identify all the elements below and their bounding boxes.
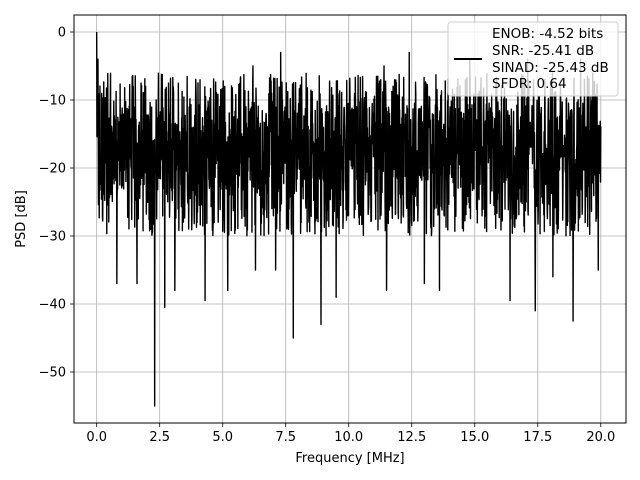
axis-ticks: 0.0 2.5 5.0 7.5 10.0 12.5 15.0 17.5 20.0 0 −10 −20 −… [39,26,616,446]
legend: ENOB: -4.52 bits SNR: -25.41 dB SINAD: -… [447,21,619,97]
x-axis-label: Frequency [MHz] [295,451,404,466]
y-tick-label: 0 [58,26,66,41]
legend-line-sinad: SINAD: -25.43 dB [492,60,609,76]
legend-line-enob: ENOB: -4.52 bits [492,26,603,42]
x-tick-label: 10.0 [334,430,363,445]
legend-line-snr: SNR: -25.41 dB [492,43,594,59]
legend-line-sfdr: SFDR: 0.64 [492,76,567,92]
y-tick-label: −20 [39,162,66,177]
y-tick-label: −40 [39,298,66,313]
x-tick-label: 20.0 [586,430,615,445]
x-tick-label: 7.5 [275,430,296,445]
x-tick-label: 12.5 [397,430,426,445]
y-axis-label: PSD [dB] [14,190,29,248]
y-tick-label: −10 [39,94,66,109]
legend-box [447,21,619,97]
y-tick-label: −50 [39,366,66,381]
x-tick-label: 15.0 [460,430,489,445]
plot-frame [73,14,627,424]
series-layer [95,31,602,407]
x-tick-label: 5.0 [212,430,233,445]
psd-series-line [95,31,602,407]
x-tick-label: 2.5 [149,430,170,445]
x-tick-label: 0.0 [86,430,107,445]
x-tick-label: 17.5 [523,430,552,445]
y-tick-label: −30 [39,230,66,245]
